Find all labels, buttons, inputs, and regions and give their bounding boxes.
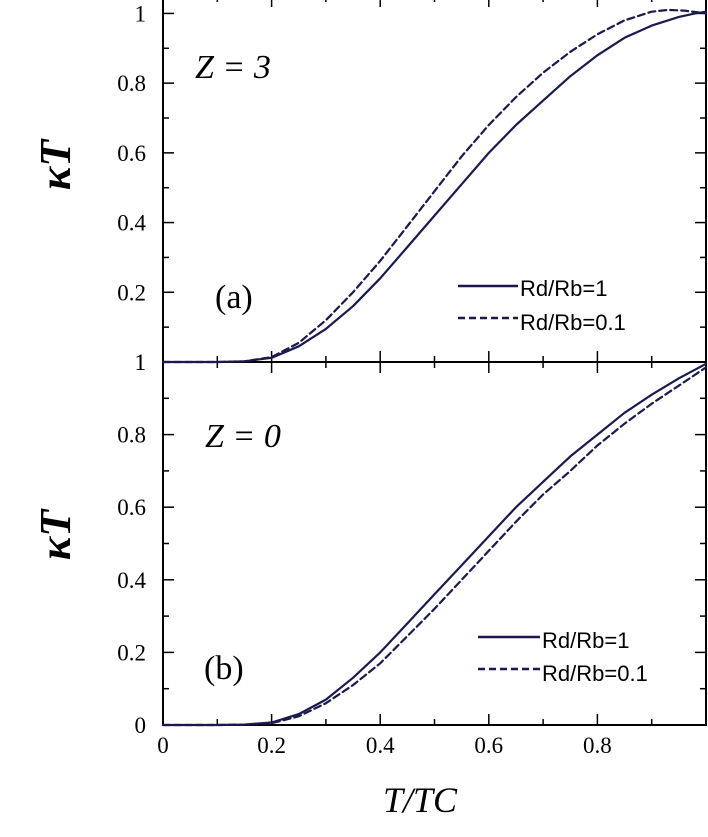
panel-a-ytick-label: 0.8 [117, 71, 146, 96]
x-tick-label: 0.4 [366, 733, 395, 758]
legend-a-entry-1: Rd/Rb=1 [520, 276, 607, 301]
series-layer [161, 8, 708, 727]
x-axis-label: T/TC [383, 780, 458, 820]
panel-a-label: (a) [215, 279, 253, 316]
legend-b-entry-1: Rd/Rb=1 [542, 628, 629, 653]
x-tick-label: 0 [157, 733, 169, 758]
panel-b-annotation: Z = 0 [205, 418, 281, 455]
panel-b-ytick-label: 0.6 [117, 495, 146, 520]
panel-b-ytick-label: 0.8 [117, 423, 146, 448]
panel-b-ytick-label: 1 [135, 350, 147, 375]
panel-a-bottom-tick-label: 1 [135, 350, 147, 375]
panel-b-ytick-label: 0.4 [117, 568, 146, 593]
panel-b-ylabel: κT [31, 508, 80, 560]
panel-a-ytick-label: 0.4 [117, 211, 146, 236]
panel-a-series-solid [161, 10, 708, 364]
panel-b-legend: Rd/Rb=1 Rd/Rb=0.1 [478, 628, 648, 686]
legend-b-entry-2: Rd/Rb=0.1 [542, 661, 648, 686]
x-tick-label: 0.6 [474, 733, 503, 758]
panel-a-annotation: Z = 3 [195, 49, 271, 86]
panel-b-ytick-label: 0.2 [117, 640, 146, 665]
panel-a-ytick-label: 0.2 [117, 280, 146, 305]
panel-a-ytick-label: 0.6 [117, 141, 146, 166]
legend-a-entry-2: Rd/Rb=0.1 [520, 310, 626, 335]
panel-a-series-dashed [161, 8, 708, 364]
panel-a-ytick-label: 1 [135, 1, 147, 26]
panel-b-series-dashed [161, 366, 708, 727]
panel-a-ylabel: κT [31, 138, 80, 190]
panel-b-label: (b) [204, 650, 244, 687]
panel-a-legend: Rd/Rb=1 Rd/Rb=0.1 [458, 276, 626, 335]
x-tick-label: 0.8 [583, 733, 612, 758]
x-tick-label: 0.2 [257, 733, 286, 758]
panel-b-ytick-label: 0 [135, 713, 147, 738]
